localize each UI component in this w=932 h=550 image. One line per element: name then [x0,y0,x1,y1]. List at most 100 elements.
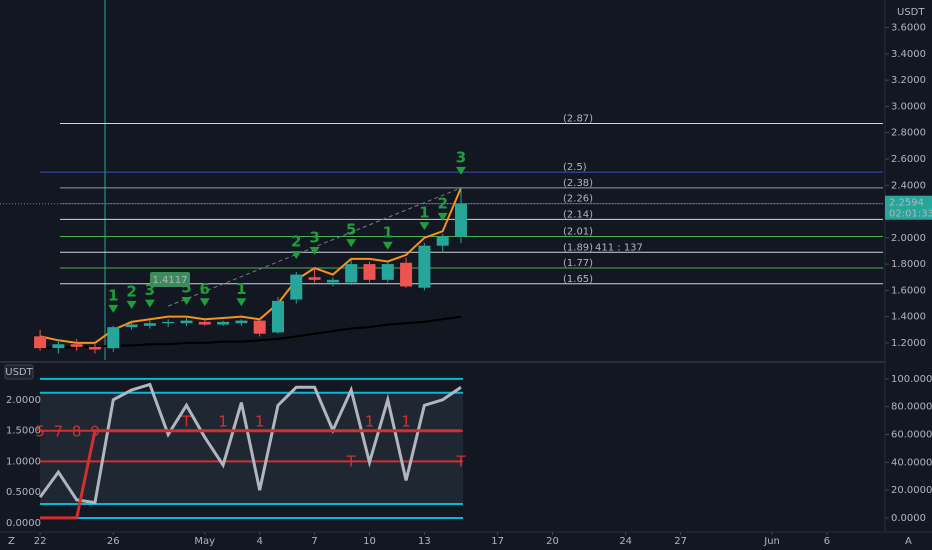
y2-tick-label: 80.0000 [891,402,932,413]
y-tick-label: 1.8000 [891,259,926,270]
candle-body [308,277,321,280]
count-label: 9 [90,423,100,441]
candle-body [253,320,266,334]
count-arrow [291,250,302,259]
y-tick-label: 2.0000 [6,395,41,406]
count-label: 1 [255,413,265,431]
x-tick-label: 24 [619,536,632,547]
candle-body [34,336,47,349]
candle-body [454,203,467,237]
x-tick-label: 20 [546,536,559,547]
y-tick-label: 3.6000 [891,23,926,34]
y2-tick-label: 60.0000 [891,430,932,441]
x-tick-label: 27 [674,536,687,547]
count-arrow [236,298,247,307]
count-arrow [455,166,466,175]
count-label: 5 [181,278,191,296]
count-arrow [309,247,320,256]
level-label: (1.77) [563,258,593,269]
candle-body [52,344,65,349]
candle-body [400,262,413,287]
corner-button[interactable]: Z [8,536,15,547]
count-label: 5 [346,221,356,239]
x-tick-label: 13 [418,536,431,547]
count-arrow [437,212,448,221]
candle-body [107,327,120,349]
candle-body [198,321,211,325]
x-tick-label: 17 [491,536,504,547]
candle-body [418,245,431,288]
y-tick-label: 1.4000 [891,312,926,323]
candle-body [162,321,175,324]
y-tick-label: 3.0000 [891,101,926,112]
x-tick-label: 4 [256,536,262,547]
corner-button[interactable]: A [905,536,912,547]
candle-body [271,300,284,333]
level-label: (2.26) [563,194,593,205]
candle-body [70,344,83,347]
x-tick-label: 6 [824,536,830,547]
level-label: (1.89) [563,242,593,253]
trend-line [167,187,462,307]
y-tick-label: 3.4000 [891,49,926,60]
count-label: 2 [437,194,447,212]
count-label: 1 [419,204,429,222]
ratio-label: 411 : 137 [595,242,643,253]
candle-body [326,279,339,283]
x-tick-label: 10 [363,536,376,547]
series-line [38,382,462,505]
count-label: 3 [145,281,155,299]
count-label: T [455,453,466,471]
box-label: 1.4117 [153,275,188,286]
count-label: 2 [126,282,136,300]
candle-body [345,264,358,283]
count-label: 7 [54,423,64,441]
x-tick-label: 7 [311,536,317,547]
candle-body [290,274,303,300]
count-label: 1 [401,413,411,431]
count-label: 6 [200,280,210,298]
last-price-label: 2.2594 [889,198,924,209]
count-label: 2 [291,232,301,250]
y2-tick-label: 0.0000 [891,513,926,524]
y-tick-label: 2.0000 [891,233,926,244]
level-label: (2.14) [563,209,593,220]
candle-body [143,323,156,326]
count-label: 1 [365,413,375,431]
panel-label: USDT [5,367,33,378]
level-label: (2.01) [563,226,593,237]
candle-body [88,346,101,350]
count-label: 1 [218,413,228,431]
count-arrow [144,299,155,308]
count-label: 1 [383,223,393,241]
level-label: (2.38) [563,178,593,189]
y-tick-label: 0.5000 [6,487,41,498]
y-tick-label: 2.4000 [891,180,926,191]
count-label: 1 [236,280,246,298]
x-tick-label: 22 [34,536,47,547]
count-arrow [346,239,357,248]
count-label: 3 [309,229,319,247]
y-tick-label: 2.8000 [891,128,926,139]
candle-body [436,236,449,246]
y2-tick-label: 100.0000 [891,374,932,385]
y2-tick-label: 40.0000 [891,457,932,468]
candle-body [235,320,248,324]
count-arrow [126,300,137,309]
count-label: 3 [456,148,466,166]
count-label: T [181,413,192,431]
level-label: (1.65) [563,274,593,285]
y-tick-label: 1.6000 [891,285,926,296]
count-arrow [108,304,119,313]
count-label: T [346,453,357,471]
axis-label: USDT [897,7,925,18]
count-label: 8 [72,423,82,441]
count-arrow [199,298,210,307]
box-label-bg [150,272,190,287]
x-tick-label: 26 [107,536,120,547]
y-tick-label: 2.6000 [891,154,926,165]
last-price-box [885,195,932,220]
y-tick-label: 3.2000 [891,75,926,86]
series-line [40,429,461,520]
